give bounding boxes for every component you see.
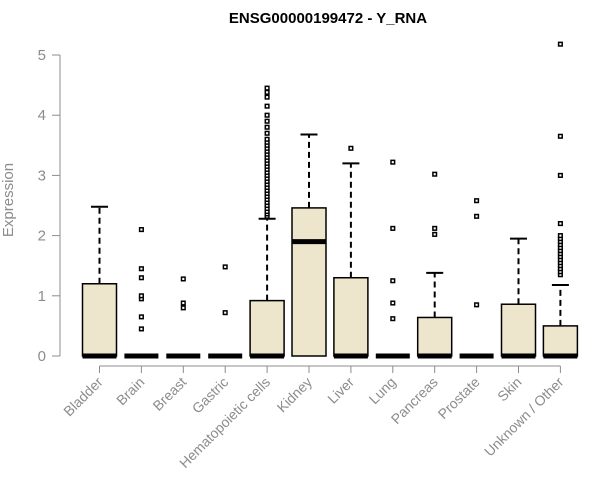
- outlier-point: [180, 305, 186, 311]
- x-tick-label: Breast: [149, 374, 189, 414]
- outlier-point: [264, 136, 270, 142]
- x-tick-label: Kidney: [274, 374, 316, 416]
- outlier-point: [557, 172, 563, 178]
- outlier-point: [264, 118, 270, 124]
- y-axis: 0 1 2 3 4 5: [38, 47, 61, 365]
- y-tick-label: 3: [38, 167, 46, 184]
- outlier-point: [557, 221, 563, 227]
- outlier-point: [474, 198, 480, 204]
- outlier-point: [474, 302, 480, 308]
- box-prostate: [459, 198, 494, 359]
- box-iqr: [291, 207, 327, 357]
- y-tick-label: 4: [38, 107, 46, 124]
- outlier-point: [264, 112, 270, 118]
- outlier-point: [138, 314, 144, 320]
- box-iqr: [500, 303, 537, 357]
- x-tick-label: Brain: [113, 374, 147, 408]
- outlier-point: [264, 103, 270, 109]
- y-tick-label: 0: [38, 348, 46, 365]
- outlier-point: [390, 300, 396, 306]
- box-series: [81, 41, 579, 359]
- chart-title: ENSG00000199472 - Y_RNA: [229, 10, 427, 27]
- x-tick-label: Prostate: [435, 374, 483, 422]
- x-tick-label: Pancreas: [388, 374, 441, 427]
- box-iqr: [416, 316, 453, 357]
- box-iqr: [249, 299, 285, 357]
- box-skin: [500, 237, 537, 359]
- x-tick-label: Liver: [324, 374, 357, 407]
- outlier-point: [432, 225, 438, 231]
- outlier-point: [222, 264, 228, 270]
- box-iqr: [542, 325, 579, 357]
- outlier-point: [138, 293, 144, 299]
- box-gastric: [208, 264, 243, 359]
- y-tick-label: 5: [38, 47, 46, 64]
- outlier-point: [557, 233, 563, 239]
- box-kidney: [291, 133, 327, 357]
- box-unknown-other: [542, 41, 579, 359]
- outlier-point: [138, 275, 144, 281]
- y-tick-label: 1: [38, 288, 46, 305]
- box-liver: [333, 145, 369, 359]
- outlier-point: [557, 41, 563, 47]
- outlier-point: [138, 227, 144, 233]
- y-tick-label: 2: [38, 228, 46, 245]
- outlier-point: [180, 276, 186, 282]
- outlier-point: [222, 310, 228, 316]
- box-iqr: [333, 276, 369, 357]
- outlier-point: [390, 316, 396, 322]
- outlier-point: [138, 266, 144, 272]
- outlier-point: [390, 159, 396, 165]
- x-tick-label: Bladder: [60, 374, 106, 420]
- outlier-point: [432, 171, 438, 177]
- outlier-point: [138, 326, 144, 332]
- outlier-point: [264, 94, 270, 100]
- x-tick-label: Lung: [366, 374, 399, 407]
- x-tick-label: Skin: [494, 374, 525, 405]
- box-brain: [124, 227, 159, 359]
- box-hematopoietic-cells: [249, 85, 285, 359]
- box-iqr: [81, 283, 118, 357]
- outlier-point: [557, 133, 563, 139]
- outlier-point: [264, 89, 270, 95]
- outlier-point: [264, 124, 270, 130]
- outlier-point: [390, 278, 396, 284]
- outlier-point: [432, 231, 438, 237]
- outlier-point: [474, 213, 480, 219]
- outlier-point: [390, 225, 396, 231]
- box-pancreas: [416, 171, 453, 359]
- x-tick-label: Unknown / Other: [481, 374, 567, 460]
- outlier-point: [348, 145, 354, 151]
- outlier-point: [264, 85, 270, 91]
- outlier-point: [264, 130, 270, 136]
- box-breast: [166, 276, 201, 359]
- box-bladder: [81, 205, 118, 359]
- box-lung: [375, 159, 410, 359]
- y-axis-label: Expression: [0, 163, 17, 237]
- outlier-point: [180, 300, 186, 306]
